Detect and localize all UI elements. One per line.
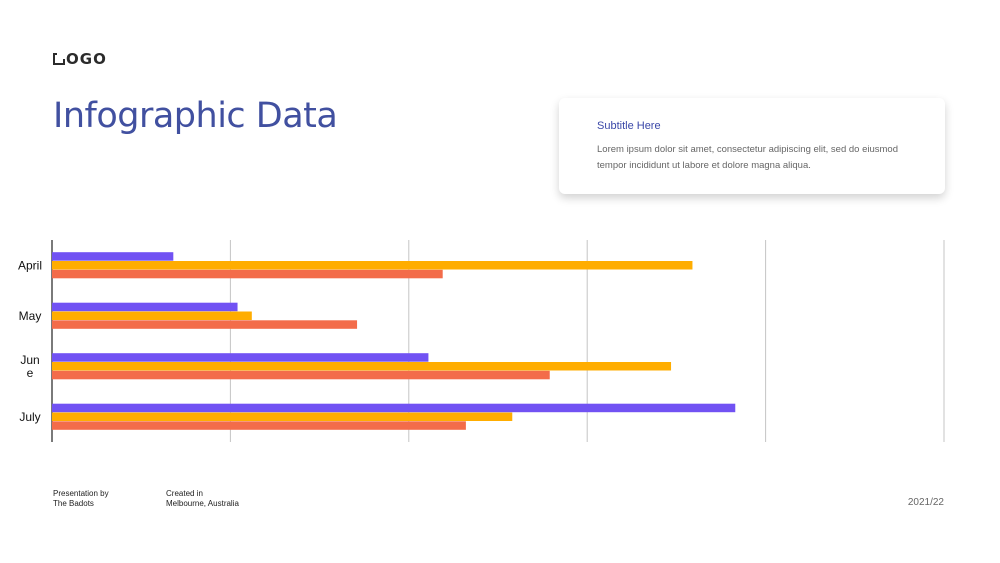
logo-text: OGO bbox=[66, 49, 107, 68]
bar bbox=[52, 302, 238, 312]
logo-mark-icon bbox=[53, 52, 65, 65]
bar bbox=[52, 269, 443, 279]
bar bbox=[52, 320, 358, 329]
category-label: July bbox=[19, 410, 40, 424]
bar bbox=[52, 421, 466, 430]
page-title: Infographic Data bbox=[53, 96, 338, 136]
footer-created-in: Created in Melbourne, Australia bbox=[166, 489, 239, 509]
footer-year: 2021/22 bbox=[907, 497, 944, 508]
bar bbox=[52, 252, 174, 261]
logo: OGO bbox=[53, 51, 107, 67]
footer-created-value: Melbourne, Australia bbox=[166, 499, 239, 508]
bar bbox=[52, 403, 736, 413]
category-label: May bbox=[19, 309, 42, 323]
card-subtitle: Subtitle Here bbox=[597, 120, 661, 132]
footer-presented-label: Presentation by bbox=[53, 489, 109, 498]
category-label: April bbox=[18, 258, 42, 272]
bar bbox=[52, 261, 693, 270]
card-body: Lorem ipsum dolor sit amet, consectetur … bbox=[597, 144, 898, 171]
subtitle-card: Subtitle Here Lorem ipsum dolor sit amet… bbox=[559, 98, 945, 194]
footer-presented-by: Presentation by The Badots bbox=[53, 489, 109, 509]
bar bbox=[52, 412, 513, 421]
category-label: Jun e bbox=[20, 353, 39, 380]
bar bbox=[52, 353, 429, 362]
bar bbox=[52, 311, 252, 320]
bar bbox=[52, 370, 550, 380]
footer-presented-value: The Badots bbox=[53, 499, 94, 508]
bar bbox=[52, 362, 672, 371]
footer-created-label: Created in bbox=[166, 489, 203, 498]
